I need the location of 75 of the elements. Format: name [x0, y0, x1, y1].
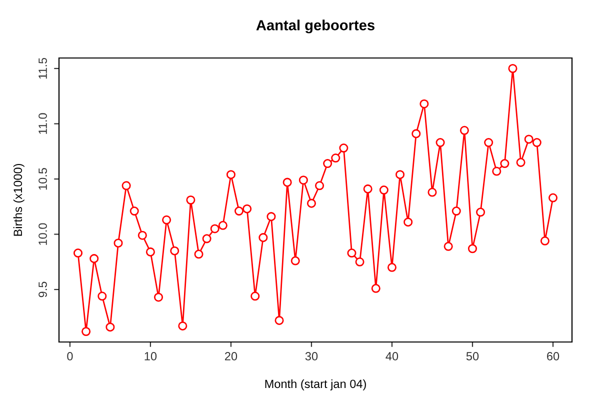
point — [436, 138, 445, 148]
point — [186, 195, 196, 205]
y-tick-label: 11.5 — [38, 58, 47, 79]
point — [306, 198, 316, 208]
point — [202, 234, 212, 244]
point — [90, 254, 99, 264]
point — [146, 247, 155, 256]
point — [452, 206, 461, 216]
point — [73, 248, 83, 258]
y-tick-label: 9.5 — [38, 282, 47, 298]
x-tick-label: 40 — [386, 352, 398, 360]
point — [412, 129, 421, 138]
point — [468, 244, 478, 254]
point — [130, 206, 139, 216]
point — [476, 208, 486, 217]
point — [298, 176, 308, 185]
point — [98, 292, 107, 301]
y-tick-label: 10.0 — [38, 223, 47, 245]
x-tick-label: 10 — [144, 352, 157, 360]
point — [460, 126, 469, 135]
x-tick-label: 0 — [67, 352, 73, 360]
point — [323, 159, 332, 168]
point — [331, 153, 340, 163]
point — [114, 238, 123, 248]
point — [484, 138, 494, 148]
point — [379, 186, 388, 195]
point — [82, 326, 91, 336]
point — [258, 233, 268, 242]
point — [266, 212, 276, 222]
point — [420, 99, 429, 108]
point — [540, 236, 550, 246]
chart-title: Aantal geboortes — [256, 20, 374, 34]
point — [404, 218, 413, 227]
point — [170, 246, 180, 256]
point — [363, 184, 372, 194]
point — [524, 134, 534, 144]
point — [282, 178, 292, 187]
point — [106, 322, 115, 332]
point — [516, 158, 526, 167]
y-axis-title: Births (x1000) — [13, 164, 24, 236]
point — [274, 316, 284, 325]
point — [387, 262, 396, 272]
point — [355, 257, 364, 266]
x-axis-title: Month (start jan 04) — [265, 379, 366, 390]
point — [347, 248, 356, 258]
point — [210, 224, 220, 234]
point — [290, 256, 300, 266]
point — [138, 230, 147, 240]
point — [218, 220, 228, 230]
point — [162, 215, 172, 224]
point — [315, 181, 324, 190]
point — [178, 321, 188, 330]
x-tick-label: 20 — [224, 352, 238, 360]
point — [548, 193, 558, 202]
point — [428, 188, 437, 197]
point — [396, 170, 405, 180]
point — [154, 292, 164, 302]
x-tick-label: 60 — [547, 352, 560, 360]
y-tick-label: 10.5 — [38, 168, 47, 190]
point — [339, 144, 348, 153]
point — [226, 170, 236, 180]
x-tick-label: 30 — [305, 352, 318, 360]
point — [194, 250, 204, 259]
point — [500, 159, 510, 168]
point — [234, 206, 244, 216]
point — [242, 204, 252, 214]
point — [492, 166, 502, 176]
point — [250, 292, 260, 301]
point — [122, 181, 131, 190]
x-tick-label: 50 — [466, 352, 479, 360]
point — [532, 138, 542, 148]
point — [508, 64, 518, 74]
point — [371, 284, 380, 293]
y-tick-label: 11.0 — [38, 113, 47, 134]
point — [444, 242, 453, 251]
